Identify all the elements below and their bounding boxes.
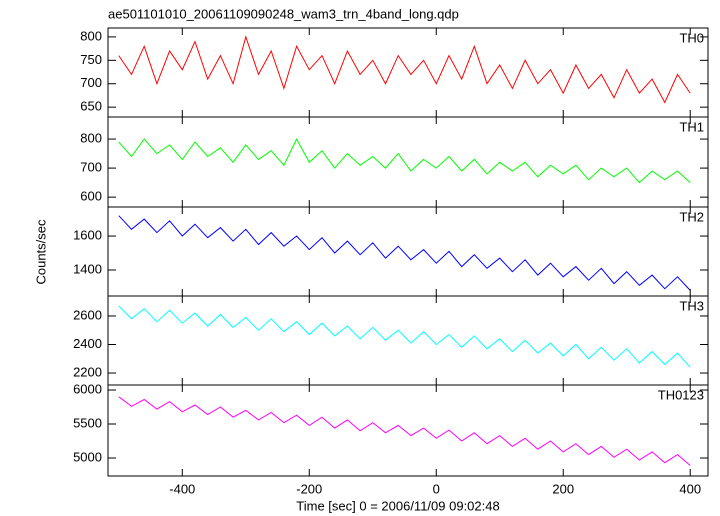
- y-tick-label: 650: [80, 99, 102, 114]
- panel-label: TH3: [679, 298, 704, 313]
- y-tick-label: 2200: [73, 364, 102, 379]
- y-tick-label: 2400: [73, 336, 102, 351]
- x-tick-label: 400: [679, 481, 701, 496]
- y-tick-label: 750: [80, 52, 102, 67]
- y-tick-label: 800: [80, 28, 102, 43]
- data-line: [118, 305, 691, 368]
- y-tick-label: 6000: [73, 381, 102, 396]
- data-line: [118, 396, 691, 466]
- y-tick-label: 1600: [73, 227, 102, 242]
- panel-label: TH2: [679, 209, 704, 224]
- data-line: [118, 138, 691, 184]
- data-line: [118, 35, 691, 104]
- y-tick-label: 700: [80, 75, 102, 90]
- x-tick-label: -200: [296, 481, 322, 496]
- y-tick-label: 2600: [73, 307, 102, 322]
- x-tick-label: 0: [433, 481, 440, 496]
- x-axis-label: Time [sec] 0 = 2006/11/09 09:02:48: [296, 498, 499, 513]
- panel-label: TH0: [679, 30, 704, 45]
- panel-frame: [107, 206, 709, 297]
- panel-frame: [107, 116, 709, 208]
- data-line: [118, 215, 691, 291]
- panel-label: TH1: [679, 119, 704, 134]
- panel-frame: [107, 384, 709, 477]
- x-tick-label: -400: [169, 481, 195, 496]
- y-tick-label: 600: [80, 189, 102, 204]
- panel-label: TH0123: [658, 387, 704, 402]
- chart-title: ae501101010_20061109090248_wam3_trn_4ban…: [108, 6, 459, 21]
- panel-frame: [107, 27, 709, 118]
- y-tick-label: 800: [80, 131, 102, 146]
- y-tick-label: 700: [80, 160, 102, 175]
- x-tick-label: 200: [552, 481, 574, 496]
- y-axis-label: Counts/sec: [33, 219, 48, 285]
- y-tick-label: 1400: [73, 261, 102, 276]
- y-tick-label: 5000: [73, 449, 102, 464]
- y-tick-label: 5500: [73, 415, 102, 430]
